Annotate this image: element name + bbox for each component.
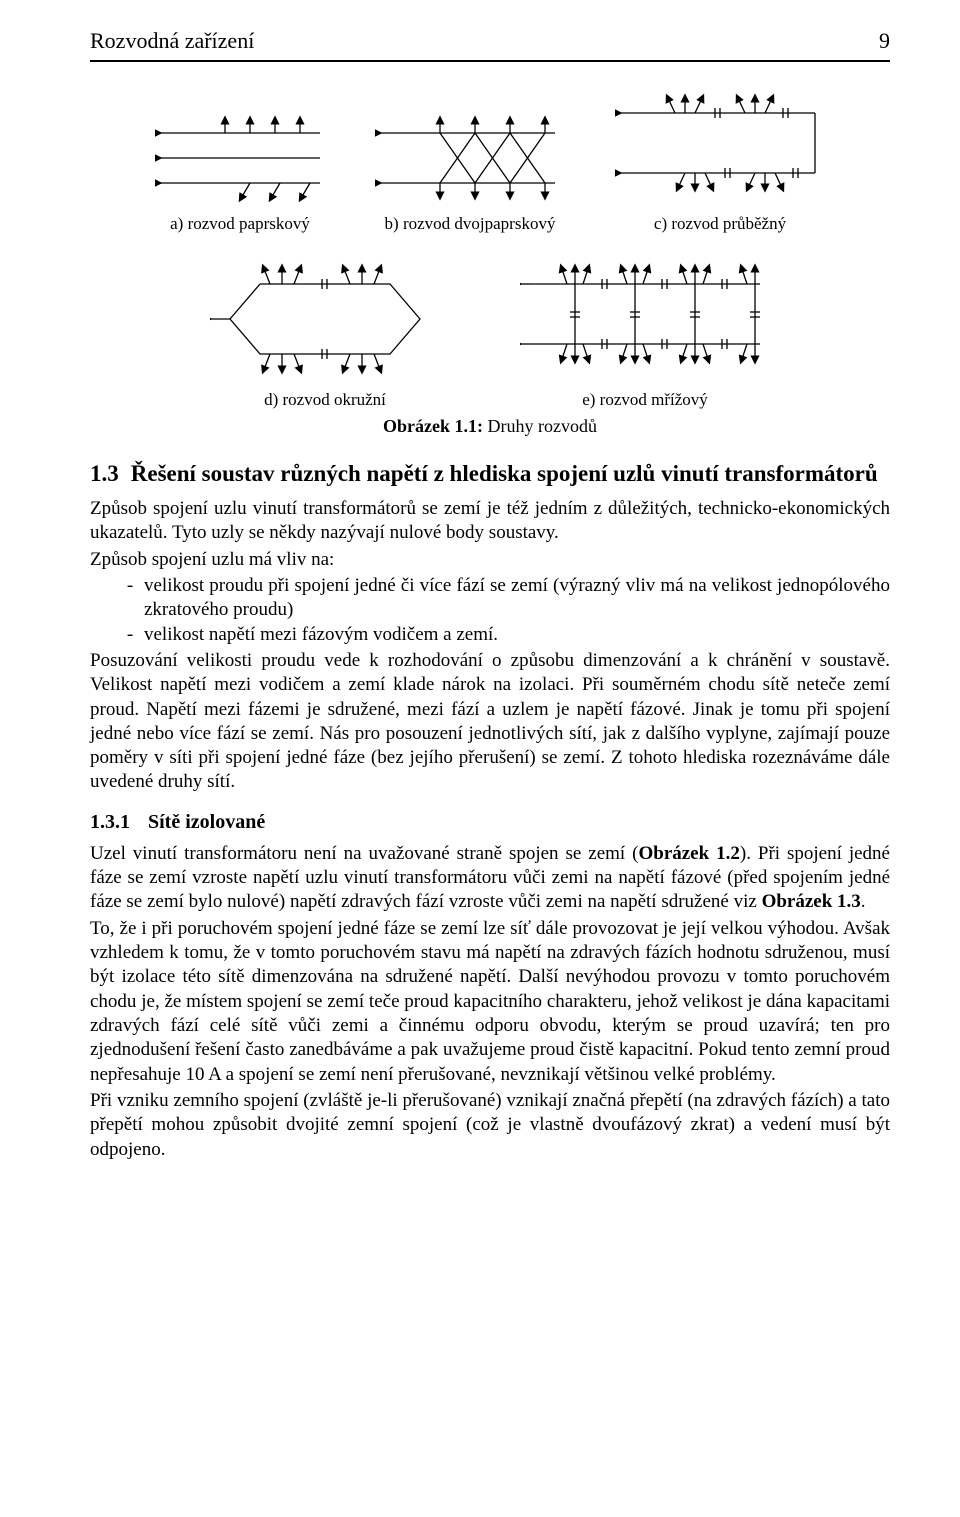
figure-label: Obrázek 1.1: [383, 416, 483, 436]
fig-e-svg [520, 244, 770, 384]
fig-e-cell: e) rozvod mřížový [520, 244, 770, 410]
fig-d-svg [210, 244, 440, 384]
fig-d-caption: d) rozvod okružní [264, 390, 386, 410]
bullet-1: velikost proudu při spojení jedné či víc… [138, 574, 890, 623]
section-1-3-title: 1.3 Řešení soustav různých napětí z hled… [90, 461, 890, 487]
figure-main-caption: Obrázek 1.1: Druhy rozvodů [130, 416, 850, 437]
para-4: Uzel vinutí transformátoru není na uvažo… [90, 842, 890, 915]
para-2-lead: Způsob spojení uzlu má vliv na: [90, 548, 890, 572]
figure-1-1: a) rozvod paprskový [130, 88, 850, 437]
fig-a-caption: a) rozvod paprskový [170, 214, 310, 234]
bullet-list: velikost proudu při spojení jedné či víc… [90, 574, 890, 647]
running-header-page: 9 [879, 28, 890, 54]
page: Rozvodná zařízení 9 [0, 0, 960, 1517]
fig-d-cell: d) rozvod okružní [210, 244, 440, 410]
bullet-2: velikost napětí mezi fázovým vodičem a z… [138, 623, 890, 647]
fig-c-caption: c) rozvod průběžný [654, 214, 786, 234]
fig-a-svg [155, 108, 325, 208]
subsection-number: 1.3.1 [90, 811, 130, 834]
fig-b-caption: b) rozvod dvojpaprskový [385, 214, 556, 234]
subsection-1-3-1-title: 1.3.1 Sítě izolované [90, 811, 890, 834]
para-5: To, že i při poruchovém spojení jedné fá… [90, 917, 890, 1087]
fig-c-svg [615, 88, 825, 208]
para-3: Posuzování velikosti proudu vede k rozho… [90, 649, 890, 795]
figure-row-1: a) rozvod paprskový [130, 88, 850, 234]
running-header: Rozvodná zařízení 9 [90, 28, 890, 62]
running-header-title: Rozvodná zařízení [90, 28, 254, 54]
figure-row-2: d) rozvod okružní [130, 244, 850, 410]
section-title-text: Řešení soustav různých napětí z hlediska… [131, 461, 890, 487]
para-4-pre: Uzel vinutí transformátoru není na uvažo… [90, 843, 638, 864]
subsection-title-text: Sítě izolované [148, 811, 265, 834]
fig-ref-1-3: Obrázek 1.3 [762, 891, 861, 912]
section-number: 1.3 [90, 461, 119, 487]
figure-label-text: Druhy rozvodů [488, 416, 597, 436]
fig-b-svg [375, 108, 565, 208]
para-4-post: . [861, 891, 866, 912]
para-1: Způsob spojení uzlu vinutí transformátor… [90, 497, 890, 546]
fig-b-cell: b) rozvod dvojpaprskový [375, 108, 565, 234]
fig-e-caption: e) rozvod mřížový [582, 390, 708, 410]
fig-ref-1-2: Obrázek 1.2 [638, 843, 739, 864]
para-6: Při vzniku zemního spojení (zvláště je-l… [90, 1089, 890, 1162]
fig-a-cell: a) rozvod paprskový [155, 108, 325, 234]
fig-c-cell: c) rozvod průběžný [615, 88, 825, 234]
